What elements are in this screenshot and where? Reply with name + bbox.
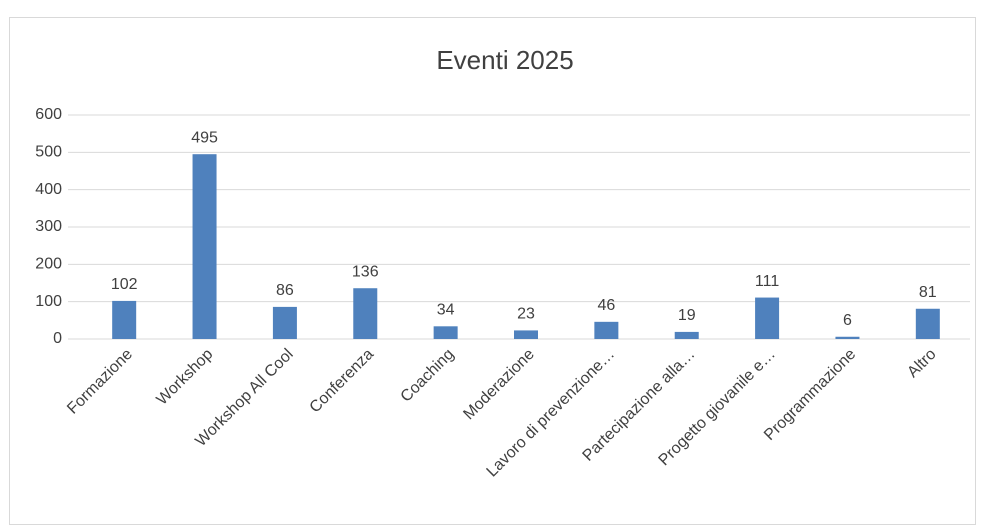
data-label: 111 [755,273,779,290]
data-label: 6 [843,312,852,329]
data-label: 102 [111,276,138,293]
bar [594,321,619,339]
bar [514,330,538,339]
bar [915,308,940,339]
bar [835,336,860,339]
data-label: 46 [597,297,615,314]
bar [674,331,699,339]
chart-title: Eventi 2025 [436,45,573,75]
y-tick-label: 200 [35,256,62,273]
data-label: 81 [919,284,937,301]
data-label: 23 [517,306,535,323]
bar [192,154,217,339]
bar [272,306,297,339]
y-tick-label: 0 [53,330,62,347]
y-tick-label: 300 [35,218,62,235]
bar [755,297,780,339]
bar [353,288,378,339]
y-tick-label: 400 [35,181,62,198]
data-label: 19 [678,307,696,324]
data-label: 34 [437,302,455,319]
data-label: 136 [352,263,379,280]
bar [112,300,137,339]
bar [433,326,458,339]
y-tick-label: 500 [35,144,62,161]
data-label: 86 [276,282,294,299]
chart-border [9,17,976,525]
y-tick-label: 600 [35,106,62,123]
data-label: 495 [191,129,218,146]
y-tick-label: 100 [35,293,62,310]
